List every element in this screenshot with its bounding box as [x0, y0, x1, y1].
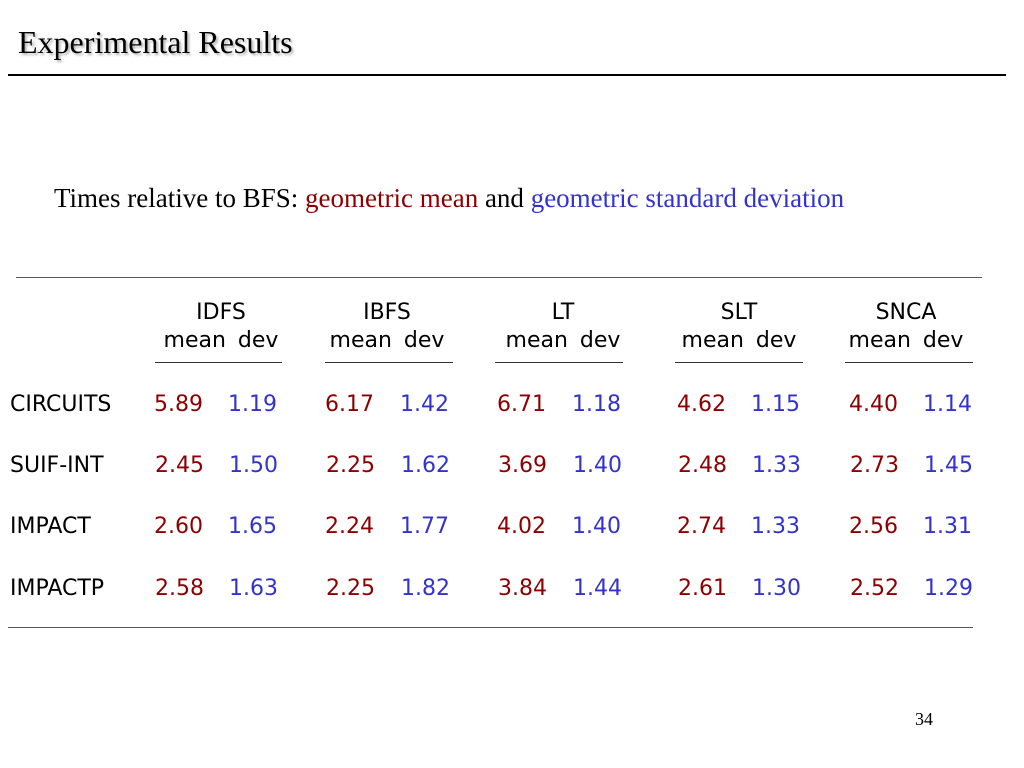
mean-value: 2.74 [677, 514, 726, 539]
dev-value: 1.29 [924, 576, 973, 601]
column-group-header: IDFS mean dev [151, 300, 291, 356]
mean-value: 2.25 [326, 576, 375, 601]
column-group-underline [845, 362, 973, 363]
dev-value: 1.18 [572, 392, 621, 417]
mean-subheader: mean [681, 328, 744, 353]
dev-subheader: dev [922, 328, 964, 353]
dev-value: 1.30 [752, 576, 801, 601]
mean-value: 2.60 [154, 514, 203, 539]
subtitle-dev-text: geometric standard deviation [530, 183, 845, 213]
column-group-header: IBFS mean dev [317, 300, 457, 356]
mean-subheader: mean [329, 328, 392, 353]
column-group-name: LT [551, 300, 575, 325]
mean-value: 4.62 [677, 392, 726, 417]
dev-subheader: dev [579, 328, 621, 353]
dev-value: 1.33 [751, 514, 800, 539]
dev-value: 1.33 [752, 453, 801, 478]
mean-value: 2.24 [325, 514, 374, 539]
row-label: CIRCUITS [10, 392, 112, 417]
dev-value: 1.40 [572, 514, 621, 539]
dev-subheader: dev [237, 328, 279, 353]
column-group-name: IDFS [196, 300, 246, 325]
dev-value: 1.42 [400, 392, 449, 417]
mean-value: 2.48 [678, 453, 727, 478]
dev-value: 1.15 [751, 392, 800, 417]
dev-value: 1.14 [923, 392, 972, 417]
column-group-name: SLT [720, 300, 758, 325]
column-group-underline [675, 362, 803, 363]
column-subheaders: mean dev [151, 326, 291, 356]
dev-value: 1.40 [573, 453, 622, 478]
mean-value: 2.56 [849, 514, 898, 539]
row-label: IMPACT [10, 514, 91, 539]
mean-value: 3.84 [498, 576, 547, 601]
column-subheaders: mean dev [836, 326, 976, 356]
column-group-header: LT mean dev [493, 300, 633, 356]
dev-value: 1.44 [573, 576, 622, 601]
dev-value: 1.62 [401, 453, 450, 478]
table-top-rule [16, 277, 982, 278]
column-group-header: SNCA mean dev [836, 300, 976, 356]
column-subheaders: mean dev [493, 326, 633, 356]
dev-subheader: dev [755, 328, 797, 353]
dev-value: 1.82 [401, 576, 450, 601]
mean-value: 4.40 [849, 392, 898, 417]
column-group-underline [155, 362, 282, 363]
column-subheaders: mean dev [669, 326, 809, 356]
subtitle: Times relative to BFS: geometric mean an… [54, 183, 844, 214]
mean-value: 2.25 [326, 453, 375, 478]
mean-value: 2.61 [678, 576, 727, 601]
mean-value: 4.02 [497, 514, 546, 539]
column-group-header: SLT mean dev [669, 300, 809, 356]
column-group-name: IBFS [363, 300, 411, 325]
row-label: IMPACTP [10, 576, 105, 601]
column-group-underline [325, 362, 453, 363]
table-bottom-rule [8, 627, 973, 628]
mean-value: 6.71 [497, 392, 546, 417]
mean-subheader: mean [848, 328, 911, 353]
mean-subheader: mean [163, 328, 226, 353]
page-number: 34 [915, 709, 933, 729]
mean-value: 2.58 [155, 576, 204, 601]
mean-value: 2.52 [850, 576, 899, 601]
mean-value: 2.73 [850, 453, 899, 478]
dev-value: 1.77 [400, 514, 449, 539]
dev-value: 1.31 [923, 514, 972, 539]
dev-value: 1.63 [229, 576, 278, 601]
subtitle-prefix: Times relative to BFS: [54, 183, 306, 213]
subtitle-connector: and [478, 183, 531, 213]
column-group-name: SNCA [875, 300, 937, 325]
slide-title: Experimental Results [18, 24, 293, 60]
mean-value: 3.69 [498, 453, 547, 478]
subtitle-mean-text: geometric mean [305, 183, 479, 213]
row-label: SUIF-INT [10, 453, 104, 478]
dev-subheader: dev [403, 328, 445, 353]
title-divider [8, 74, 1006, 76]
mean-subheader: mean [505, 328, 568, 353]
dev-value: 1.45 [924, 453, 973, 478]
dev-value: 1.50 [229, 453, 278, 478]
mean-value: 2.45 [155, 453, 204, 478]
column-group-underline [495, 362, 623, 363]
dev-value: 1.19 [228, 392, 277, 417]
mean-value: 5.89 [154, 392, 203, 417]
dev-value: 1.65 [228, 514, 277, 539]
mean-value: 6.17 [325, 392, 374, 417]
column-subheaders: mean dev [317, 326, 457, 356]
